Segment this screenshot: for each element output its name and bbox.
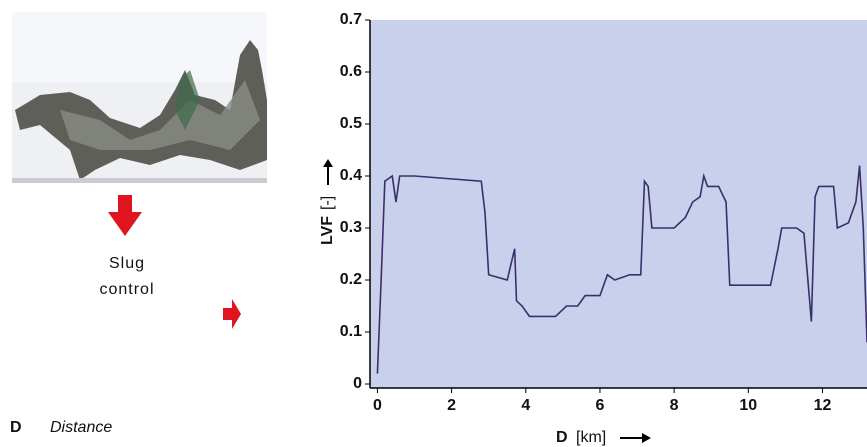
plot-area <box>370 20 867 388</box>
down-arrow <box>108 195 142 236</box>
y-axis-label: LVF [-] <box>319 159 336 245</box>
y-label: LVF <box>319 216 336 245</box>
annotation: control <box>99 281 154 298</box>
right-arrow <box>223 299 241 329</box>
y-tick-label: 0.7 <box>340 11 362 28</box>
x-tick-label: 2 <box>447 397 456 414</box>
x-arrow-head <box>642 433 651 443</box>
y-tick-label: 0.6 <box>340 63 362 80</box>
x-tick-label: 10 <box>739 397 757 414</box>
x-tick-label: 4 <box>521 397 530 414</box>
pipeline-image <box>12 12 267 183</box>
annotation: Slug <box>109 255 145 272</box>
x-tick-label: 12 <box>814 397 832 414</box>
x-tick-label: 6 <box>596 397 605 414</box>
x-tick-label: 8 <box>670 397 679 414</box>
y-unit: [-] <box>319 196 336 210</box>
caption-symbol: D <box>10 419 22 436</box>
x-tick-label: 0 <box>373 397 382 414</box>
y-tick-label: 0.4 <box>340 167 362 184</box>
caption-text: Distance <box>50 419 112 436</box>
y-tick-label: 0.2 <box>340 271 362 288</box>
x-unit: [km] <box>576 429 606 446</box>
y-tick-label: 0.5 <box>340 115 362 132</box>
y-tick-label: 0.3 <box>340 219 362 236</box>
data-line <box>376 165 867 374</box>
y-tick-label: 0.1 <box>340 323 362 340</box>
x-label: D <box>556 429 568 446</box>
y-tick-label: 0 <box>353 375 362 392</box>
